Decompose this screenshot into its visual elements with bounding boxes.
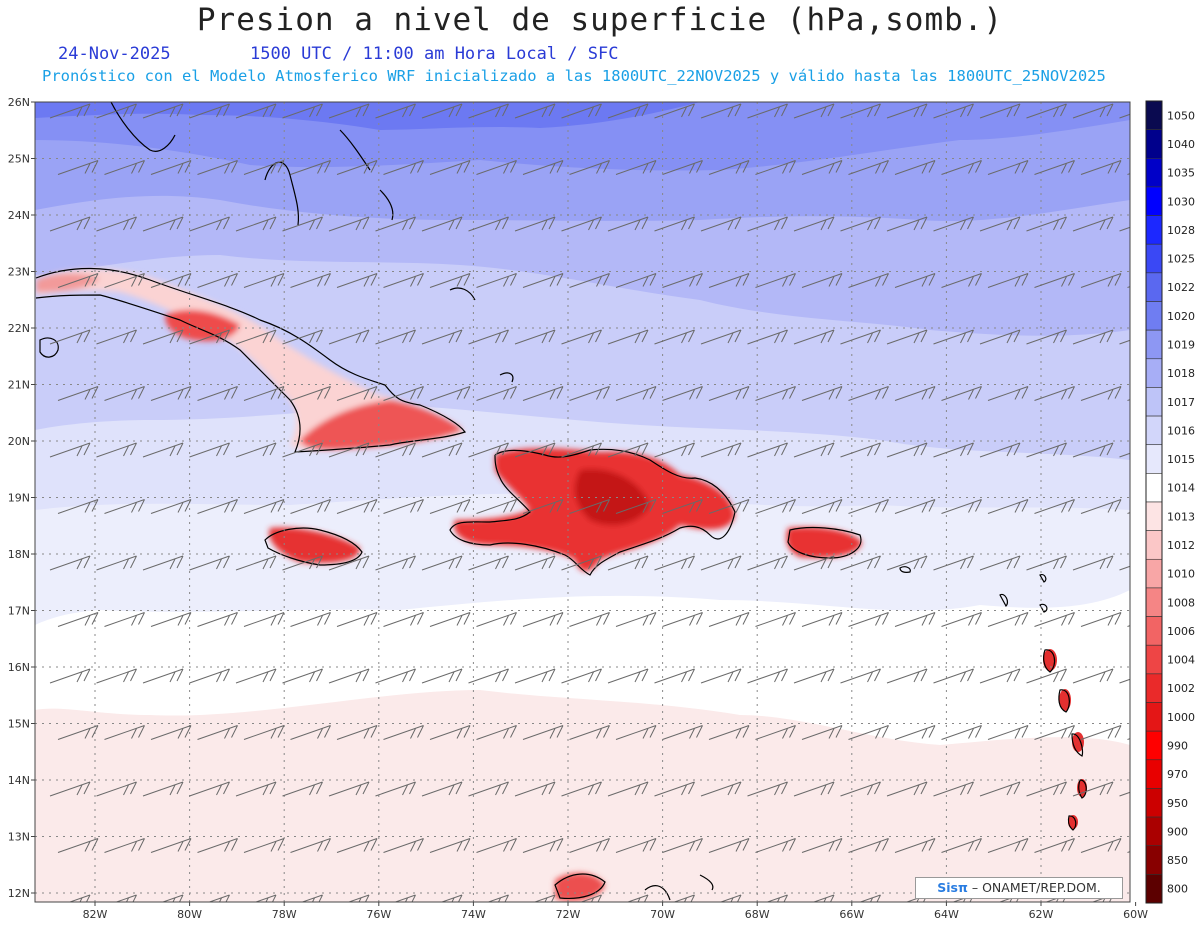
legend-swatch bbox=[1146, 445, 1162, 474]
pressure-field bbox=[35, 102, 1130, 902]
lon-label: 76W bbox=[366, 908, 391, 921]
legend-level: 1016 bbox=[1167, 424, 1195, 437]
lon-label: 66W bbox=[839, 908, 864, 921]
legend-swatch bbox=[1146, 216, 1162, 245]
legend-swatch bbox=[1146, 416, 1162, 445]
legend-level: 1050 bbox=[1167, 109, 1195, 122]
lon-label: 64W bbox=[934, 908, 959, 921]
legend-level: 1035 bbox=[1167, 167, 1195, 180]
legend-swatch bbox=[1146, 674, 1162, 703]
legend-swatch bbox=[1146, 617, 1162, 646]
sispi-logo: Sisπ bbox=[937, 880, 968, 895]
legend-level: 1019 bbox=[1167, 338, 1195, 351]
legend-level: 1002 bbox=[1167, 682, 1195, 695]
legend-level: 970 bbox=[1167, 768, 1188, 781]
legend-swatch bbox=[1146, 273, 1162, 302]
legend-level: 1004 bbox=[1167, 654, 1195, 667]
lat-label: 14N bbox=[8, 774, 30, 787]
legend-level: 1010 bbox=[1167, 568, 1195, 581]
legend-level: 1022 bbox=[1167, 281, 1195, 294]
legend-level: 1025 bbox=[1167, 253, 1195, 266]
legend-level: 1006 bbox=[1167, 625, 1195, 638]
lat-label: 21N bbox=[8, 379, 30, 392]
lon-label: 72W bbox=[556, 908, 581, 921]
legend-level: 1000 bbox=[1167, 711, 1195, 724]
legend-swatch bbox=[1146, 559, 1162, 588]
legend-level: 1014 bbox=[1167, 482, 1195, 495]
legend-level: 900 bbox=[1167, 825, 1188, 838]
lat-label: 20N bbox=[8, 435, 30, 448]
lat-label: 24N bbox=[8, 209, 30, 222]
legend-swatch bbox=[1146, 731, 1162, 760]
legend-swatch bbox=[1146, 130, 1162, 159]
legend-level: 1020 bbox=[1167, 310, 1195, 323]
lat-label: 13N bbox=[8, 831, 30, 844]
legend-swatch bbox=[1146, 302, 1162, 331]
color-legend: 1050 1040 1035 1030 1028 1025 1022 1020 1019 1018… bbox=[1146, 101, 1195, 903]
legend-swatch bbox=[1146, 387, 1162, 416]
legend-swatch bbox=[1146, 588, 1162, 617]
legend-level: 1008 bbox=[1167, 596, 1195, 609]
lat-label: 23N bbox=[8, 266, 30, 279]
lon-label: 70W bbox=[650, 908, 675, 921]
legend-swatch bbox=[1146, 760, 1162, 789]
legend-swatch bbox=[1146, 703, 1162, 732]
lon-label: 74W bbox=[461, 908, 486, 921]
legend-swatch bbox=[1146, 359, 1162, 388]
credit-text: – ONAMET/REP.DOM. bbox=[972, 880, 1101, 895]
lat-label: 12N bbox=[8, 887, 30, 900]
latitude-labels: 26N 25N 24N 23N 22N 21N 20N 19N 18N 17N 16N 15N 14N 1… bbox=[8, 96, 35, 900]
legend-swatch bbox=[1146, 158, 1162, 187]
legend-level: 800 bbox=[1167, 883, 1188, 896]
legend-swatch bbox=[1146, 817, 1162, 846]
legend-swatch bbox=[1146, 187, 1162, 216]
lon-label: 80W bbox=[177, 908, 202, 921]
legend-level: 1030 bbox=[1167, 195, 1195, 208]
legend-level: 1040 bbox=[1167, 138, 1195, 151]
legend-swatch bbox=[1146, 531, 1162, 560]
legend-level: 1018 bbox=[1167, 367, 1195, 380]
legend-swatch bbox=[1146, 330, 1162, 359]
lon-label: 78W bbox=[272, 908, 297, 921]
legend-swatch bbox=[1146, 874, 1162, 903]
legend-level: 1017 bbox=[1167, 396, 1195, 409]
lat-label: 22N bbox=[8, 322, 30, 335]
lat-label: 16N bbox=[8, 661, 30, 674]
legend-level: 1013 bbox=[1167, 510, 1195, 523]
lat-label: 25N bbox=[8, 153, 30, 166]
legend-swatch bbox=[1146, 101, 1162, 130]
legend-level: 950 bbox=[1167, 797, 1188, 810]
legend-swatch bbox=[1146, 502, 1162, 531]
lon-label: 68W bbox=[745, 908, 770, 921]
lon-label: 60W bbox=[1123, 908, 1148, 921]
legend-swatch bbox=[1146, 645, 1162, 674]
legend-level: 850 bbox=[1167, 854, 1188, 867]
lon-label: 62W bbox=[1029, 908, 1054, 921]
lat-label: 26N bbox=[8, 96, 30, 109]
credit-box: Sisπ – ONAMET/REP.DOM. bbox=[915, 877, 1123, 899]
legend-level: 1028 bbox=[1167, 224, 1195, 237]
legend-level: 990 bbox=[1167, 739, 1188, 752]
legend-swatch bbox=[1146, 244, 1162, 273]
longitude-labels: 82W 80W 78W 76W 74W 72W 70W 68W 66W 64W 62W 60W bbox=[83, 902, 1149, 921]
legend-level: 1015 bbox=[1167, 453, 1195, 466]
legend-swatch bbox=[1146, 846, 1162, 875]
lat-label: 19N bbox=[8, 492, 30, 505]
lon-label: 82W bbox=[83, 908, 108, 921]
lat-label: 18N bbox=[8, 548, 30, 561]
legend-swatch bbox=[1146, 788, 1162, 817]
legend-level: 1012 bbox=[1167, 539, 1195, 552]
lat-label: 15N bbox=[8, 718, 30, 731]
lat-label: 17N bbox=[8, 605, 30, 618]
legend-swatch bbox=[1146, 473, 1162, 502]
